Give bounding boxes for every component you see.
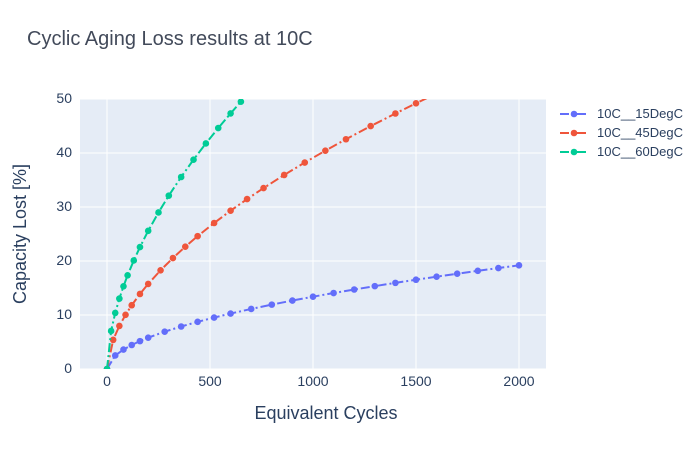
svg-text:0: 0 [64, 360, 72, 376]
svg-text:0: 0 [103, 373, 111, 389]
svg-text:10C__60DegC: 10C__60DegC [597, 144, 683, 159]
svg-text:Equivalent Cycles: Equivalent Cycles [254, 403, 397, 423]
svg-text:40: 40 [56, 144, 72, 160]
svg-text:10C__45DegC: 10C__45DegC [597, 125, 683, 140]
svg-text:50: 50 [56, 90, 72, 106]
svg-text:500: 500 [198, 373, 222, 389]
svg-text:10C__15DegC: 10C__15DegC [597, 106, 683, 121]
svg-text:20: 20 [56, 252, 72, 268]
svg-text:1000: 1000 [297, 373, 328, 389]
svg-text:1500: 1500 [400, 373, 431, 389]
svg-text:Capacity Lost [%]: Capacity Lost [%] [10, 164, 30, 304]
svg-text:30: 30 [56, 198, 72, 214]
svg-text:10: 10 [56, 306, 72, 322]
svg-text:2000: 2000 [503, 373, 534, 389]
